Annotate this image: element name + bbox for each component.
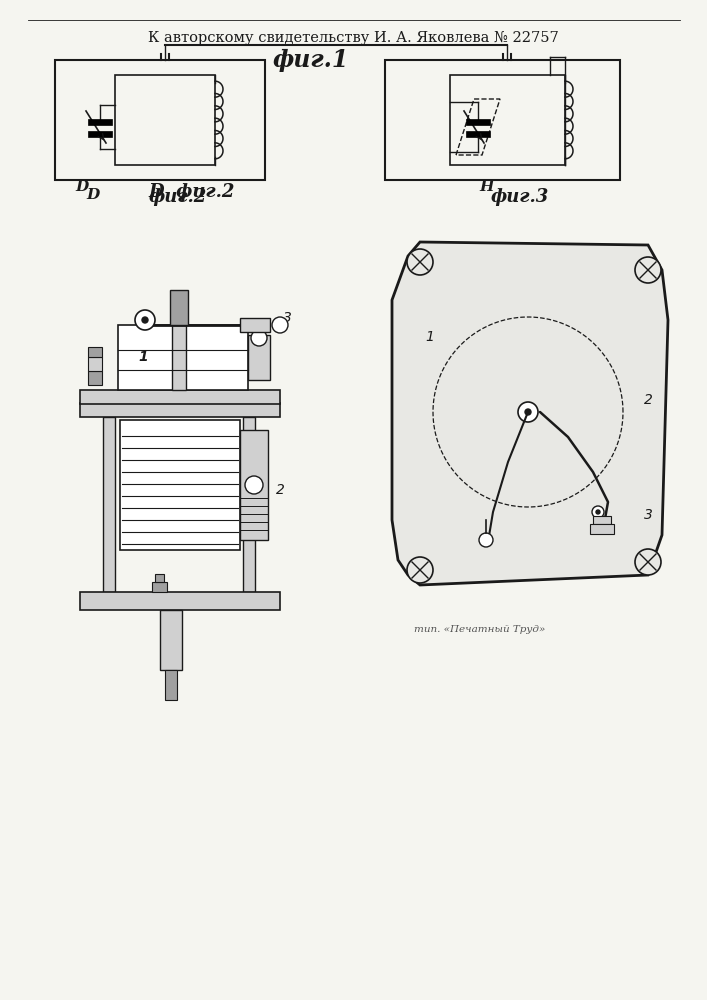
Bar [115,75,215,165]
Text: D: D [76,180,88,194]
Bar [243,417,255,592]
Text: D: D [86,188,100,202]
Bar [248,335,270,380]
Text: 1: 1 [138,350,148,364]
Circle shape [251,330,267,346]
Circle shape [525,409,531,415]
Text: 2: 2 [276,483,284,497]
Text: 3: 3 [283,311,291,325]
Bar [160,610,182,670]
Circle shape [272,317,288,333]
Bar [590,524,614,534]
Bar [450,75,565,165]
Text: 2: 2 [643,393,653,407]
Bar [385,60,620,180]
Text: тип. «Печатный Труд»: тип. «Печатный Труд» [414,626,546,635]
Text: К авторскому свидетельству И. А. Яковлева № 22757: К авторскому свидетельству И. А. Яковлев… [148,31,559,45]
Circle shape [142,317,148,323]
Bar [55,60,265,180]
Bar [88,357,102,371]
Bar [170,290,188,325]
Bar [240,430,268,540]
Circle shape [407,249,433,275]
Bar [466,131,490,137]
Bar [155,574,164,582]
Bar [165,670,177,700]
Bar [88,347,102,357]
Text: 1: 1 [426,330,434,344]
Polygon shape [392,242,668,585]
Bar [172,325,186,390]
Bar [240,318,270,332]
Text: 3: 3 [643,508,653,522]
Text: фиг.3: фиг.3 [490,188,548,206]
Circle shape [592,506,604,518]
Text: D  фиг.2: D фиг.2 [148,183,235,201]
Bar [466,119,490,125]
Circle shape [635,257,661,283]
Bar [80,592,280,610]
Bar [120,420,240,550]
Circle shape [135,310,155,330]
Bar [80,390,280,404]
Circle shape [407,557,433,583]
Bar [88,119,112,125]
Circle shape [635,549,661,575]
Bar [88,371,102,385]
Circle shape [518,402,538,422]
Text: фиг.2: фиг.2 [148,188,206,206]
Circle shape [596,510,600,514]
Circle shape [479,533,493,547]
Text: фиг.1: фиг.1 [271,48,348,72]
Bar [80,403,280,417]
Text: H: H [480,180,494,194]
Bar [103,417,115,592]
Bar [118,325,248,390]
Bar [152,582,167,592]
Bar [88,131,112,137]
Bar [593,516,611,524]
Circle shape [245,476,263,494]
